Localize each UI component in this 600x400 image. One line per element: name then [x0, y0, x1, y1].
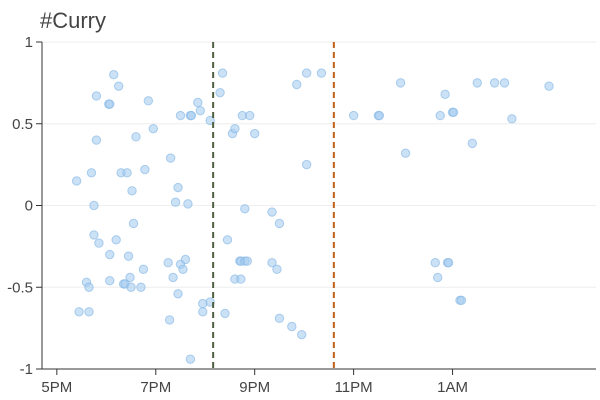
data-point — [395, 78, 406, 88]
data-point — [91, 135, 102, 145]
data-point — [249, 128, 260, 139]
y-tick-label: 0 — [25, 198, 33, 215]
data-point — [245, 110, 255, 121]
data-point — [173, 289, 183, 299]
data-point — [222, 235, 233, 245]
data-point — [489, 78, 500, 88]
data-point — [448, 107, 459, 118]
y-tick-label: 1 — [25, 34, 33, 51]
data-point — [84, 282, 94, 292]
data-point — [105, 249, 115, 260]
data-point — [165, 153, 176, 163]
data-point — [122, 168, 132, 178]
x-tick-label: 1AM — [437, 379, 468, 396]
data-point — [443, 258, 454, 268]
data-point — [274, 218, 285, 229]
data-point — [272, 264, 282, 274]
data-points — [71, 68, 554, 364]
data-point — [74, 307, 84, 317]
data-point — [435, 110, 445, 121]
data-point — [123, 251, 134, 261]
data-point — [195, 105, 205, 116]
data-point — [267, 258, 277, 268]
data-point — [143, 96, 154, 106]
data-point — [400, 148, 411, 158]
data-point — [71, 176, 82, 186]
x-tick-label: 9PM — [239, 379, 270, 396]
data-point — [236, 274, 246, 284]
data-point — [240, 204, 250, 214]
data-point — [178, 264, 188, 274]
data-point — [472, 78, 482, 88]
data-point — [163, 258, 173, 268]
data-point — [89, 230, 99, 240]
data-point — [127, 186, 137, 196]
data-point — [136, 282, 146, 292]
data-point — [113, 81, 124, 91]
data-point — [301, 68, 312, 78]
axes: 1 0.5 0 -0.5 -1 5PM 7PM 9PM 11PM 1AM — [7, 34, 596, 396]
data-point — [185, 354, 196, 364]
data-point — [430, 258, 440, 268]
grid-lines — [42, 41, 596, 370]
data-point — [105, 276, 115, 286]
data-point — [374, 110, 385, 121]
y-tick-label: -1 — [20, 361, 33, 378]
data-point — [125, 272, 135, 283]
data-point — [215, 87, 225, 98]
data-point — [296, 329, 307, 340]
data-point — [89, 200, 99, 211]
data-point — [128, 218, 139, 229]
data-point — [220, 308, 230, 319]
data-point — [168, 272, 178, 283]
data-point — [544, 81, 554, 91]
data-point — [94, 238, 104, 248]
data-point — [180, 254, 191, 265]
data-point — [170, 197, 181, 207]
data-point — [217, 68, 228, 78]
data-point — [186, 110, 197, 121]
data-point — [111, 235, 121, 245]
data-point — [242, 256, 252, 266]
chart-title: #Curry — [40, 8, 107, 33]
data-point — [193, 97, 203, 108]
data-point — [301, 159, 312, 170]
data-point — [274, 313, 285, 324]
data-point — [433, 272, 443, 283]
data-point — [140, 164, 150, 175]
data-point — [456, 295, 467, 306]
data-point — [292, 79, 302, 90]
data-point — [105, 99, 115, 109]
data-point — [499, 78, 510, 88]
data-point — [316, 68, 327, 78]
y-tick-label: 0.5 — [12, 116, 33, 133]
data-point — [138, 264, 149, 274]
data-point — [84, 307, 94, 317]
data-point — [126, 282, 136, 292]
data-point — [131, 132, 141, 142]
data-point — [183, 199, 193, 209]
data-point — [440, 89, 450, 100]
data-point — [287, 321, 297, 332]
data-point — [175, 110, 186, 121]
x-tick-label: 5PM — [41, 379, 72, 396]
data-point — [507, 114, 517, 124]
data-point — [109, 70, 119, 80]
data-point — [86, 168, 97, 178]
data-point — [148, 123, 158, 134]
data-point — [230, 123, 240, 134]
data-point — [198, 307, 208, 317]
data-point — [173, 182, 183, 193]
data-point — [91, 91, 102, 101]
x-tick-label: 11PM — [335, 379, 373, 396]
data-point — [267, 207, 277, 217]
data-point — [467, 138, 478, 149]
x-tick-label: 7PM — [140, 379, 171, 396]
y-tick-label: -0.5 — [7, 279, 33, 296]
reference-lines — [212, 42, 335, 369]
data-point — [348, 110, 359, 121]
data-point — [164, 315, 175, 325]
